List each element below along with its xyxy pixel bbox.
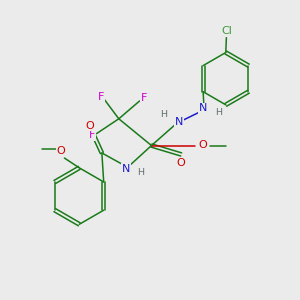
Text: H: H — [160, 110, 167, 119]
Text: H: H — [215, 108, 222, 117]
Text: O: O — [56, 146, 65, 156]
Text: Cl: Cl — [221, 26, 232, 36]
Text: F: F — [141, 93, 147, 103]
Text: O: O — [198, 140, 207, 150]
Text: N: N — [198, 103, 207, 113]
Text: O: O — [177, 158, 186, 168]
Text: O: O — [85, 121, 94, 130]
Text: H: H — [137, 168, 144, 177]
Text: N: N — [122, 164, 130, 174]
Text: F: F — [98, 92, 104, 101]
Text: F: F — [89, 130, 95, 140]
Text: N: N — [175, 117, 183, 127]
